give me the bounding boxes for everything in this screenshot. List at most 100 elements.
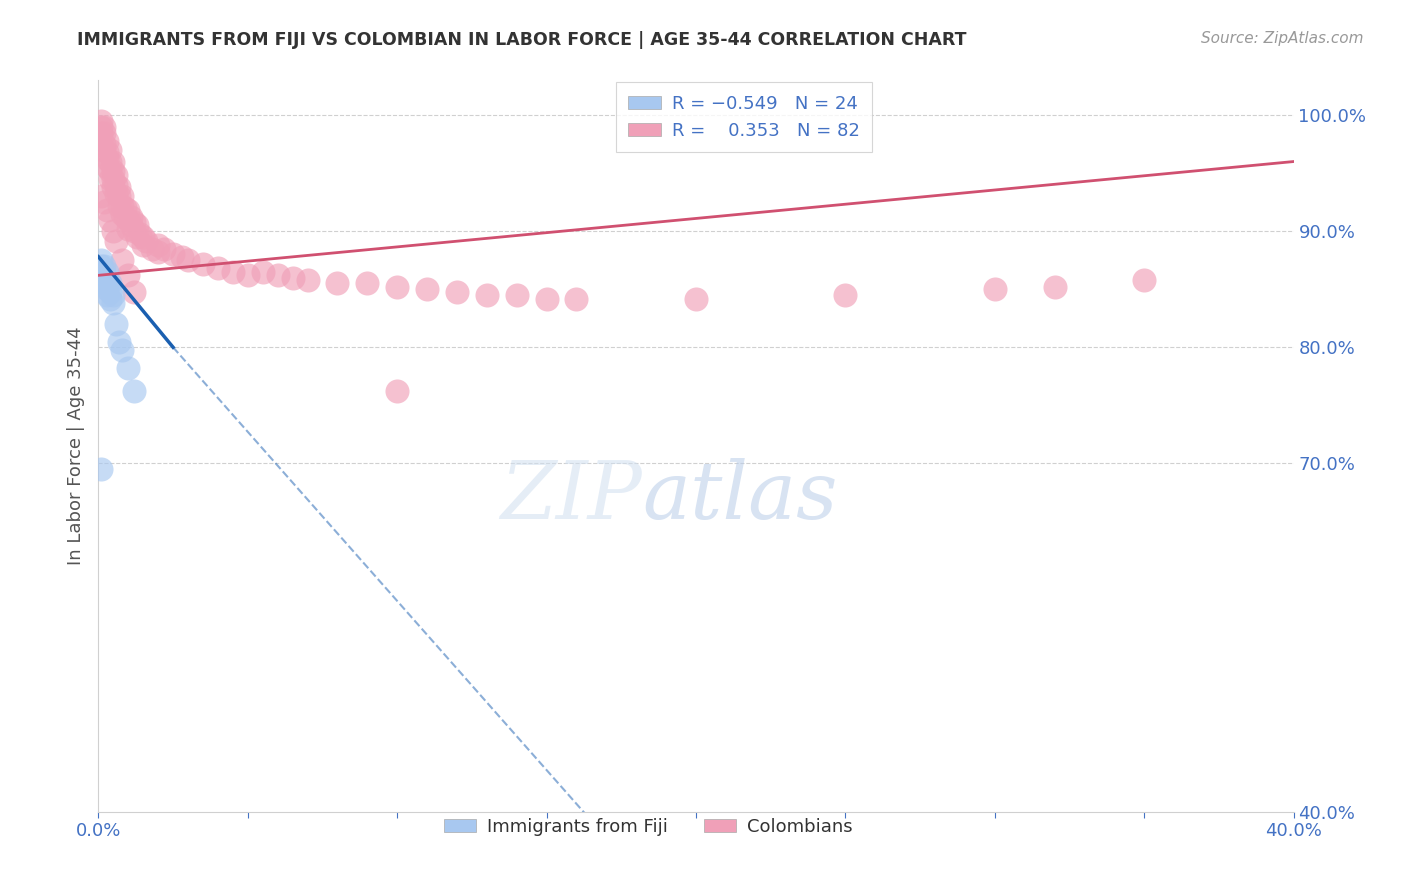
Point: [90, 253, 112, 268]
Point: [117, 268, 139, 283]
Point: [93, 265, 115, 279]
Point: [385, 280, 409, 294]
Point: [267, 268, 290, 283]
Point: [96, 265, 118, 279]
Point: [281, 270, 304, 285]
Point: [177, 253, 200, 268]
Point: [117, 361, 139, 376]
Point: [98, 277, 122, 291]
Point: [93, 120, 115, 134]
Point: [108, 180, 131, 194]
Point: [117, 222, 139, 236]
Point: [446, 285, 468, 299]
Point: [98, 143, 122, 157]
Point: [93, 259, 115, 273]
Point: [252, 265, 274, 279]
Point: [103, 154, 125, 169]
Point: [108, 334, 131, 349]
Point: [96, 270, 118, 285]
Point: [93, 126, 115, 140]
Point: [98, 212, 122, 227]
Point: [103, 288, 125, 302]
Point: [326, 277, 349, 291]
Point: [132, 230, 155, 244]
Y-axis label: In Labor Force | Age 35-44: In Labor Force | Age 35-44: [66, 326, 84, 566]
Text: Source: ZipAtlas.com: Source: ZipAtlas.com: [1201, 31, 1364, 46]
Point: [103, 172, 125, 186]
Point: [114, 201, 136, 215]
Point: [108, 189, 131, 203]
Point: [124, 285, 146, 299]
Point: [117, 203, 139, 218]
Point: [416, 282, 439, 296]
Point: [1133, 273, 1156, 287]
Point: [98, 292, 122, 306]
Point: [127, 230, 149, 244]
Point: [162, 247, 184, 261]
Point: [111, 207, 134, 221]
Point: [96, 161, 118, 175]
Point: [111, 199, 134, 213]
Point: [132, 238, 155, 252]
Point: [236, 268, 259, 283]
Point: [114, 211, 136, 225]
Point: [96, 145, 118, 160]
Point: [90, 265, 112, 279]
Point: [124, 384, 146, 399]
Point: [111, 253, 134, 268]
Text: IMMIGRANTS FROM FIJI VS COLOMBIAN IN LABOR FORCE | AGE 35-44 CORRELATION CHART: IMMIGRANTS FROM FIJI VS COLOMBIAN IN LAB…: [77, 31, 967, 49]
Point: [96, 153, 118, 167]
Legend: Immigrants from Fiji, Colombians: Immigrants from Fiji, Colombians: [436, 811, 860, 843]
Point: [98, 154, 122, 169]
Point: [96, 288, 118, 302]
Point: [90, 126, 112, 140]
Point: [103, 296, 125, 310]
Point: [475, 288, 498, 302]
Point: [172, 250, 194, 264]
Point: [103, 180, 125, 194]
Point: [96, 282, 118, 296]
Point: [207, 261, 229, 276]
Point: [120, 219, 142, 233]
Point: [536, 292, 558, 306]
Point: [98, 285, 122, 299]
Point: [93, 270, 115, 285]
Point: [93, 137, 115, 152]
Point: [96, 134, 118, 148]
Point: [103, 224, 125, 238]
Text: atlas: atlas: [643, 458, 838, 536]
Point: [105, 317, 128, 331]
Point: [984, 282, 1007, 296]
Point: [105, 234, 128, 248]
Point: [153, 242, 176, 256]
Point: [565, 292, 588, 306]
Point: [93, 195, 115, 210]
Point: [135, 234, 157, 248]
Point: [98, 164, 122, 178]
Point: [108, 199, 131, 213]
Point: [96, 277, 118, 291]
Point: [105, 178, 128, 192]
Point: [834, 288, 856, 302]
Point: [90, 120, 112, 134]
Point: [356, 277, 378, 291]
Point: [103, 164, 125, 178]
Point: [120, 211, 142, 225]
Point: [93, 277, 115, 291]
Point: [191, 257, 214, 271]
Point: [1043, 280, 1066, 294]
Point: [90, 189, 112, 203]
Point: [222, 265, 245, 279]
Point: [111, 343, 134, 357]
Point: [297, 273, 319, 287]
Point: [105, 187, 128, 202]
Point: [90, 259, 112, 273]
Point: [148, 238, 170, 252]
Point: [96, 203, 118, 218]
Point: [98, 172, 122, 186]
Point: [127, 219, 149, 233]
Point: [93, 143, 115, 157]
Point: [111, 189, 134, 203]
Point: [129, 227, 152, 241]
Point: [117, 212, 139, 227]
